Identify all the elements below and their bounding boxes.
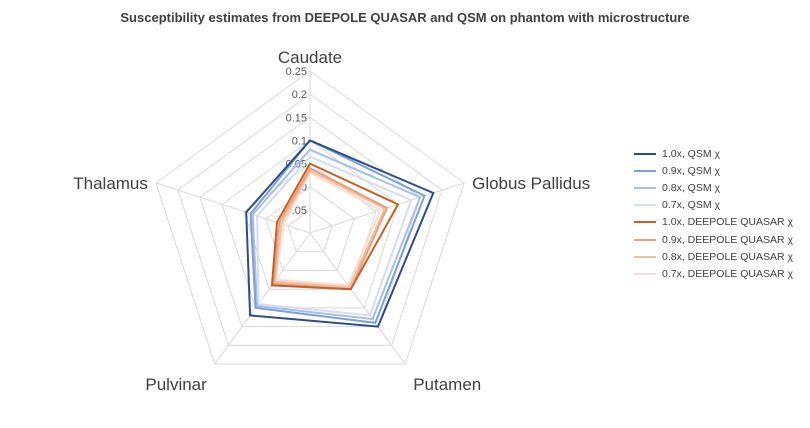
tick-label: 0.15 bbox=[286, 112, 307, 124]
legend-swatch bbox=[634, 204, 656, 207]
series-line bbox=[245, 139, 435, 328]
category-label: Thalamus bbox=[73, 174, 148, 193]
legend-swatch bbox=[634, 255, 656, 258]
series-line bbox=[256, 155, 413, 317]
series-line bbox=[249, 139, 426, 324]
chart-title: Susceptibility estimates from DEEPOLE QU… bbox=[120, 10, 690, 25]
grid-ring bbox=[287, 209, 333, 253]
legend-label: 1.0x, DEEPOLE QUASAR χ bbox=[662, 216, 793, 229]
legend-swatch bbox=[634, 186, 656, 189]
legend-swatch bbox=[634, 221, 656, 224]
legend-label: 1.0x, QSM χ bbox=[662, 147, 721, 160]
legend-label: 0.7x, DEEPOLE QUASAR χ bbox=[662, 267, 793, 280]
legend-swatch bbox=[634, 272, 656, 275]
grid-ring bbox=[155, 70, 465, 365]
legend-swatch bbox=[634, 152, 656, 155]
series-line bbox=[274, 171, 382, 287]
category-label: Putamen bbox=[413, 375, 481, 394]
radar-series bbox=[245, 139, 435, 328]
legend: 1.0x, QSM χ 0.9x, QSM χ 0.8x, QSM χ 0.7x, Q… bbox=[634, 145, 793, 283]
series-line bbox=[273, 169, 387, 289]
category-labels: Caudate Globus Pallidus Putamen Pulvinar Tha… bbox=[73, 48, 590, 394]
series-line bbox=[251, 148, 422, 321]
legend-swatch bbox=[634, 169, 656, 172]
legend-item: 1.0x, DEEPOLE QUASAR χ bbox=[634, 214, 793, 231]
legend-label: 0.9x, QSM χ bbox=[662, 164, 721, 177]
legend-item: 0.8x, QSM χ bbox=[634, 179, 793, 196]
tick-label: 0 bbox=[301, 182, 307, 194]
legend-swatch bbox=[634, 238, 656, 241]
series-line bbox=[270, 162, 400, 291]
legend-item: 0.9x, QSM χ bbox=[634, 162, 793, 179]
tick-label: 0.2 bbox=[292, 89, 307, 101]
legend-item: 0.8x, DEEPOLE QUASAR χ bbox=[634, 248, 793, 265]
tick-label: 0.1 bbox=[292, 135, 307, 147]
legend-item: 0.7x, QSM χ bbox=[634, 197, 793, 214]
grid-ring bbox=[265, 186, 355, 271]
legend-label: 0.8x, DEEPOLE QUASAR χ bbox=[662, 250, 793, 263]
category-label: Globus Pallidus bbox=[472, 174, 590, 193]
grid-spoke bbox=[214, 232, 311, 365]
grid-ring bbox=[221, 139, 399, 309]
grid-spoke bbox=[309, 232, 406, 365]
legend-item: 0.9x, DEEPOLE QUASAR χ bbox=[634, 231, 793, 248]
legend-label: 0.7x, QSM χ bbox=[662, 199, 721, 212]
grid-ring bbox=[177, 93, 443, 346]
legend-label: 0.8x, QSM χ bbox=[662, 181, 721, 194]
legend-item: 0.7x, DEEPOLE QUASAR χ bbox=[634, 265, 793, 282]
legend-item: 1.0x, QSM χ bbox=[634, 145, 793, 162]
tick-label: 0.25 bbox=[286, 66, 307, 78]
category-label: Pulvinar bbox=[145, 375, 207, 394]
legend-label: 0.9x, DEEPOLE QUASAR χ bbox=[662, 233, 793, 246]
category-label: Caudate bbox=[278, 48, 342, 67]
